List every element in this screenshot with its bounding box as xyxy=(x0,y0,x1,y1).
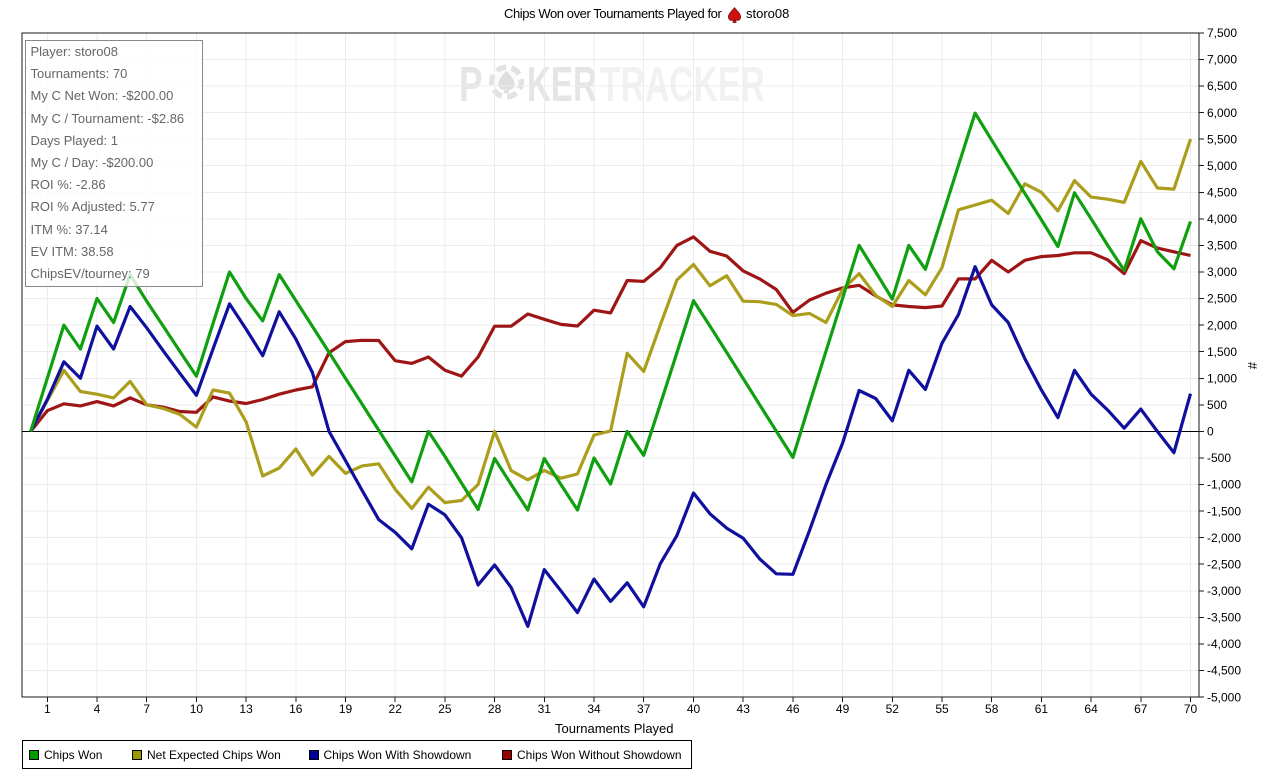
svg-text:3,500: 3,500 xyxy=(1207,239,1237,253)
svg-text:16: 16 xyxy=(289,702,303,716)
svg-text:7,500: 7,500 xyxy=(1207,26,1237,40)
svg-text:0: 0 xyxy=(1207,425,1214,439)
svg-text:-3,000: -3,000 xyxy=(1207,584,1241,598)
svg-text:-2,500: -2,500 xyxy=(1207,558,1241,572)
svg-text:25: 25 xyxy=(438,702,452,716)
svg-text:64: 64 xyxy=(1084,702,1098,716)
svg-text:67: 67 xyxy=(1134,702,1148,716)
svg-text:7: 7 xyxy=(143,702,150,716)
svg-text:5,000: 5,000 xyxy=(1207,159,1237,173)
svg-text:-1,500: -1,500 xyxy=(1207,504,1241,518)
svg-text:2,500: 2,500 xyxy=(1207,292,1237,306)
svg-text:43: 43 xyxy=(737,702,751,716)
svg-text:37: 37 xyxy=(637,702,651,716)
svg-text:-5,000: -5,000 xyxy=(1207,690,1241,704)
svg-text:4,000: 4,000 xyxy=(1207,212,1237,226)
svg-text:61: 61 xyxy=(1035,702,1049,716)
svg-text:2,000: 2,000 xyxy=(1207,318,1237,332)
svg-text:500: 500 xyxy=(1207,398,1227,412)
svg-text:58: 58 xyxy=(985,702,999,716)
svg-text:19: 19 xyxy=(339,702,353,716)
svg-text:55: 55 xyxy=(935,702,949,716)
svg-text:-4,000: -4,000 xyxy=(1207,637,1241,651)
svg-text:6,000: 6,000 xyxy=(1207,106,1237,120)
svg-text:31: 31 xyxy=(538,702,552,716)
svg-text:52: 52 xyxy=(886,702,900,716)
svg-text:-1,000: -1,000 xyxy=(1207,478,1241,492)
svg-text:-3,500: -3,500 xyxy=(1207,611,1241,625)
svg-text:7,000: 7,000 xyxy=(1207,53,1237,67)
svg-text:28: 28 xyxy=(488,702,502,716)
svg-text:3,000: 3,000 xyxy=(1207,265,1237,279)
svg-text:49: 49 xyxy=(836,702,850,716)
svg-text:-4,500: -4,500 xyxy=(1207,664,1241,678)
svg-text:40: 40 xyxy=(687,702,701,716)
svg-text:22: 22 xyxy=(389,702,403,716)
svg-text:13: 13 xyxy=(239,702,253,716)
svg-text:10: 10 xyxy=(190,702,204,716)
svg-text:1,500: 1,500 xyxy=(1207,345,1237,359)
svg-text:70: 70 xyxy=(1184,702,1198,716)
svg-text:1,000: 1,000 xyxy=(1207,372,1237,386)
svg-text:34: 34 xyxy=(587,702,601,716)
svg-text:4,500: 4,500 xyxy=(1207,186,1237,200)
svg-text:1: 1 xyxy=(44,702,51,716)
svg-text:-2,000: -2,000 xyxy=(1207,531,1241,545)
svg-text:46: 46 xyxy=(786,702,800,716)
svg-text:-500: -500 xyxy=(1207,451,1231,465)
svg-text:6,500: 6,500 xyxy=(1207,79,1237,93)
svg-text:4: 4 xyxy=(94,702,101,716)
svg-text:5,500: 5,500 xyxy=(1207,132,1237,146)
svg-text:#: # xyxy=(1245,362,1260,370)
